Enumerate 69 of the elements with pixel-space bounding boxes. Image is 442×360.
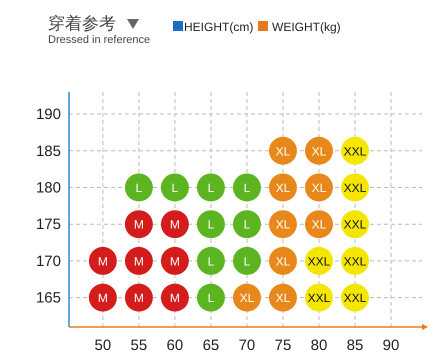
series-label: L bbox=[244, 218, 251, 232]
x-tick-label: 80 bbox=[310, 337, 328, 354]
x-tick-label: 60 bbox=[166, 337, 184, 354]
point bbox=[196, 284, 225, 312]
text: XL bbox=[240, 291, 254, 306]
text: XL bbox=[276, 291, 290, 306]
point bbox=[124, 210, 153, 238]
y-tick-label: 170 bbox=[36, 252, 61, 270]
y-tick-label: 190 bbox=[36, 106, 61, 124]
point bbox=[88, 246, 117, 275]
text: XXL bbox=[308, 254, 330, 268]
point bbox=[160, 173, 189, 202]
y-tick-label: 185 bbox=[36, 142, 61, 160]
text: M bbox=[98, 254, 108, 268]
series-label: XXL bbox=[344, 218, 367, 232]
point bbox=[196, 246, 225, 275]
text: M bbox=[170, 254, 180, 268]
x-tick-label: 65 bbox=[202, 337, 220, 354]
x-tick-label: 90 bbox=[382, 337, 400, 354]
text: L bbox=[208, 180, 214, 195]
point bbox=[160, 246, 189, 275]
text: XXL bbox=[344, 144, 366, 158]
x-tick-label: 85 bbox=[346, 337, 364, 354]
y-axis-title: HEIGHT(cm) bbox=[184, 20, 254, 34]
text: M bbox=[134, 291, 144, 306]
point bbox=[124, 284, 153, 312]
series-label: M bbox=[134, 218, 144, 232]
text: M bbox=[170, 291, 180, 306]
point bbox=[196, 173, 225, 202]
text: L bbox=[244, 180, 250, 195]
text: XXL bbox=[344, 254, 366, 268]
y-tick-label: 165 bbox=[36, 290, 61, 307]
series-label: XL bbox=[276, 218, 291, 232]
x-tick-label: 75 bbox=[274, 337, 292, 354]
point bbox=[232, 173, 261, 202]
text: XXL bbox=[344, 291, 366, 306]
text: L bbox=[172, 180, 178, 195]
text: XXL bbox=[308, 291, 330, 306]
point bbox=[124, 173, 153, 202]
text: XL bbox=[312, 218, 326, 232]
point bbox=[88, 284, 117, 312]
x-tick-label: 50 bbox=[94, 337, 112, 354]
text: L bbox=[208, 291, 214, 306]
text: XL bbox=[276, 254, 290, 268]
text: XXL bbox=[344, 180, 366, 195]
text: M bbox=[134, 254, 144, 268]
text: XL bbox=[276, 144, 290, 158]
x-axis-title: WEIGHT(kg) bbox=[272, 20, 341, 34]
text: XL bbox=[276, 180, 290, 195]
point bbox=[232, 246, 261, 275]
text: L bbox=[208, 254, 214, 268]
text: L bbox=[244, 254, 250, 268]
y-tick-label: 180 bbox=[36, 179, 61, 196]
text: L bbox=[208, 218, 214, 232]
y-tick-label: 175 bbox=[36, 216, 61, 234]
point bbox=[124, 246, 153, 275]
text: M bbox=[98, 291, 108, 306]
text: M bbox=[170, 218, 180, 232]
point bbox=[232, 210, 261, 238]
chart-subtitle: Dressed in reference bbox=[48, 34, 150, 46]
chart-title: 穿着参考 bbox=[48, 14, 116, 33]
x-tick-label: 70 bbox=[238, 337, 256, 354]
text: L bbox=[136, 180, 142, 195]
point bbox=[160, 210, 189, 238]
text: XL bbox=[312, 180, 326, 195]
x-tick-label: 55 bbox=[130, 337, 148, 354]
point bbox=[196, 210, 225, 238]
text: XL bbox=[312, 144, 326, 158]
point bbox=[160, 284, 189, 312]
